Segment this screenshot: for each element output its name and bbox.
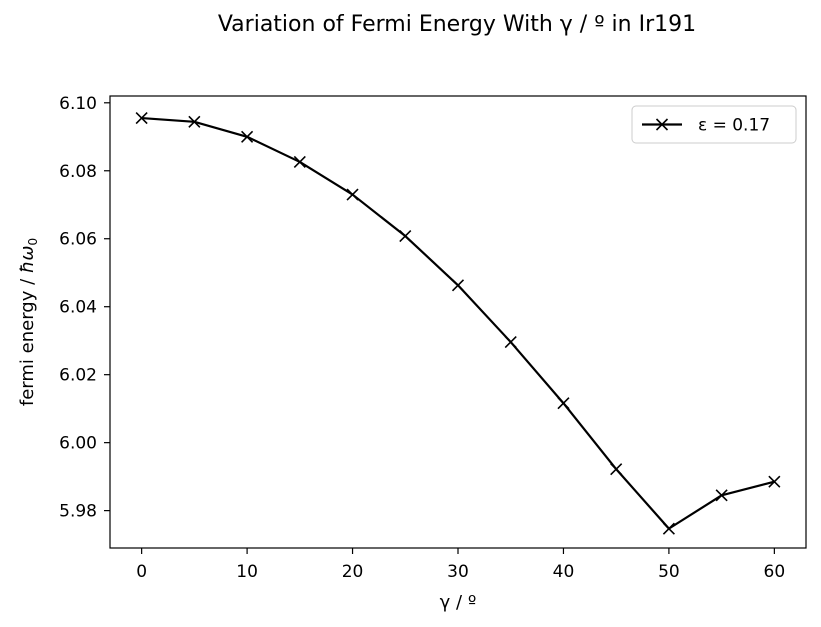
y-tick-label: 5.98 bbox=[59, 502, 97, 522]
x-tick-label: 50 bbox=[658, 562, 680, 582]
data-point-marker bbox=[346, 188, 359, 201]
data-point-marker bbox=[135, 112, 148, 125]
data-point-marker bbox=[451, 279, 465, 292]
data-point-marker bbox=[610, 463, 623, 476]
x-tick-label: 60 bbox=[764, 562, 786, 582]
axes-frame bbox=[109, 95, 807, 549]
y-tick-label: 6.08 bbox=[59, 162, 97, 182]
y-tick-label: 6.10 bbox=[59, 94, 97, 114]
x-tick-label: 40 bbox=[553, 562, 575, 582]
data-point-marker bbox=[241, 130, 254, 143]
data-point-marker bbox=[293, 155, 306, 168]
x-axis-label: γ / º bbox=[440, 592, 477, 613]
x-tick-label: 30 bbox=[447, 562, 469, 582]
y-tick-label: 6.00 bbox=[59, 434, 97, 454]
x-tick-label: 10 bbox=[236, 562, 258, 582]
legend-box bbox=[631, 105, 797, 144]
data-point-marker bbox=[188, 115, 201, 128]
x-tick-label: 20 bbox=[342, 562, 364, 582]
data-point-marker bbox=[557, 397, 570, 410]
data-point-marker bbox=[399, 229, 412, 243]
data-point-marker bbox=[768, 475, 781, 488]
series-line bbox=[141, 116, 775, 530]
y-tick-label: 6.02 bbox=[59, 366, 97, 386]
chart-title: Variation of Fermi Energy With γ / º in … bbox=[217, 12, 697, 37]
y-tick-label: 6.04 bbox=[59, 298, 97, 318]
legend-label: ε = 0.17 bbox=[698, 116, 770, 136]
y-tick-label: 6.06 bbox=[59, 230, 97, 250]
data-point-marker bbox=[504, 335, 517, 349]
x-tick-label: 0 bbox=[136, 562, 147, 582]
y-axis-label: fermi energy / ħω0 bbox=[17, 238, 40, 406]
data-point-marker bbox=[662, 522, 675, 535]
legend-marker bbox=[655, 118, 669, 131]
data-point-marker bbox=[715, 489, 728, 502]
